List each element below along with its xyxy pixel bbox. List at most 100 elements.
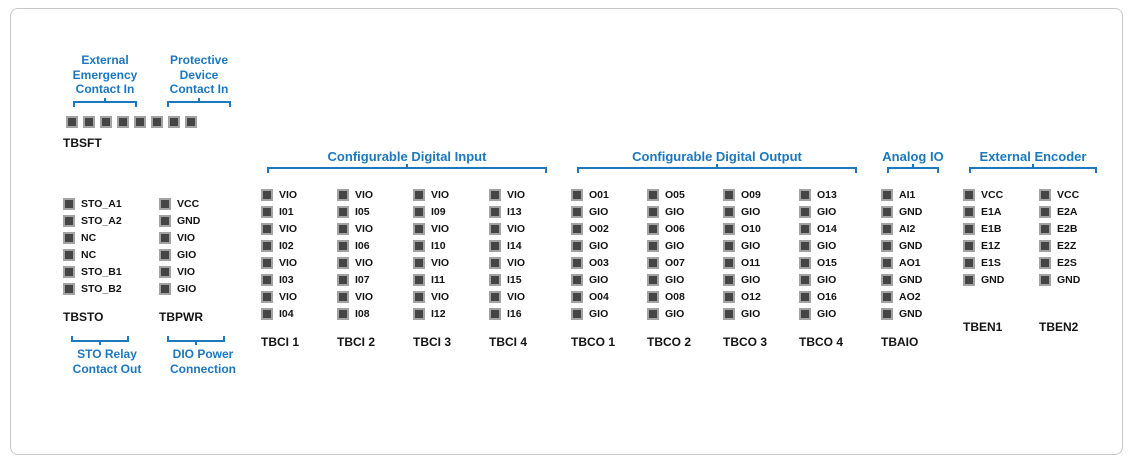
- pin-label: STO_A2: [81, 214, 122, 227]
- terminal-pin-icon: [413, 239, 425, 252]
- terminal-pin-icon: [723, 205, 735, 218]
- group-heading: Configurable Digital Input: [327, 149, 487, 164]
- pin-row: O16: [799, 288, 863, 305]
- terminal-pin-icon: [881, 307, 893, 320]
- terminal-pin-icon: [159, 231, 171, 244]
- pin-label: O16: [817, 290, 837, 303]
- block-name: TBCI 1: [261, 335, 300, 349]
- block-name: TBPWR: [159, 310, 203, 324]
- terminal-pin-icon: [799, 256, 811, 269]
- pin-label: VIO: [507, 256, 526, 269]
- pin-label: O08: [665, 290, 685, 303]
- pin-label: E2B: [1057, 222, 1078, 235]
- block-name: TBEN1: [963, 320, 1003, 334]
- terminal-pin-icon: [723, 290, 735, 303]
- terminal-pin-icon: [63, 214, 75, 227]
- pin-row: VCC: [159, 195, 247, 212]
- pin-list: VIO I09 VIO I10 VIO I11 VIO I12: [413, 186, 477, 322]
- pin-row: GIO: [647, 203, 711, 220]
- pin-row: O03: [571, 254, 635, 271]
- pin-row: O09: [723, 186, 787, 203]
- pin-label: VIO: [279, 290, 298, 303]
- pin-row: E2B: [1039, 220, 1103, 237]
- pin-label: O03: [589, 256, 609, 269]
- pin-row: GIO: [571, 237, 635, 254]
- pin-row: VIO: [159, 263, 247, 280]
- pin-row: GIO: [159, 280, 247, 297]
- terminal-pin-icon: [571, 188, 583, 201]
- terminal-pin-icon: [723, 188, 735, 201]
- pin-label: O11: [741, 256, 761, 269]
- pin-label: O07: [665, 256, 685, 269]
- block-name: TBAIO: [881, 335, 919, 349]
- pin-label: GIO: [741, 307, 761, 320]
- terminal-pin-icon: [571, 273, 583, 286]
- terminal-pin-icon: [647, 256, 659, 269]
- terminal-block-tbco-1: O01 GIO O02 GIO O03 GIO O04 GIO TBCO 1: [571, 186, 635, 349]
- block-name: TBCO 4: [799, 335, 844, 349]
- terminal-pin-icon: [571, 290, 583, 303]
- bracket-icon: [887, 167, 939, 173]
- pin-row: STO_B2: [63, 280, 151, 297]
- terminal-pin-icon: [647, 273, 659, 286]
- terminal-block-tbci-4: VIO I13 VIO I14 VIO I15 VIO I16 TBCI 4: [489, 186, 553, 349]
- terminal-pin-icon: [489, 273, 501, 286]
- pin-label: STO_B1: [81, 265, 122, 278]
- block-name: TBSFT: [63, 135, 102, 150]
- pin-list: VCC GND VIO GIO VIO GIO: [159, 195, 247, 297]
- pin-row: GND: [881, 203, 945, 220]
- blocks-row: VCC E1A E1B E1Z E1S GND TBEN1 VCC E2A E2B E2Z E2S…: [963, 186, 1103, 334]
- pin-label: I06: [355, 239, 370, 252]
- pin-row: STO_B1: [63, 263, 151, 280]
- terminal-pin-icon: [489, 222, 501, 235]
- pin-row: I01: [261, 203, 325, 220]
- pin-list: VIO I05 VIO I06 VIO I07 VIO I08: [337, 186, 401, 322]
- pin-label: GIO: [589, 205, 609, 218]
- pin-row: O14: [799, 220, 863, 237]
- terminal-pin-icon: [413, 307, 425, 320]
- pin-label: VIO: [355, 188, 374, 201]
- pin-label: VCC: [1057, 188, 1080, 201]
- pin-label: E1A: [981, 205, 1002, 218]
- pin-label: VIO: [355, 290, 374, 303]
- pin-row: GIO: [799, 203, 863, 220]
- pin-row: GIO: [723, 305, 787, 322]
- terminal-pin-icon: [63, 248, 75, 261]
- sto-relay-label: STO Relay Contact Out: [72, 347, 142, 376]
- terminal-pin-icon: [168, 115, 180, 128]
- pin-label: VIO: [507, 188, 526, 201]
- pin-row: VIO: [489, 254, 553, 271]
- pin-row: E1A: [963, 203, 1027, 220]
- pin-label: VIO: [431, 188, 450, 201]
- pin-label: VIO: [177, 231, 196, 244]
- terminal-pin-icon: [799, 307, 811, 320]
- terminal-pin-icon: [571, 256, 583, 269]
- terminal-pin-icon: [799, 273, 811, 286]
- terminal-block-tbci-3: VIO I09 VIO I10 VIO I11 VIO I12 TBCI 3: [413, 186, 477, 349]
- terminal-pin-icon: [413, 222, 425, 235]
- terminal-pin-icon: [1039, 188, 1051, 201]
- tbsft-bracket-labels: External Emergency Contact In Protective…: [63, 53, 243, 107]
- pin-label: VIO: [355, 222, 374, 235]
- bracket-icon: [167, 336, 225, 342]
- pin-label: VIO: [279, 222, 298, 235]
- terminal-pin-icon: [647, 290, 659, 303]
- terminal-pin-icon: [647, 222, 659, 235]
- pin-row: VIO: [337, 220, 401, 237]
- pin-label: GND: [981, 273, 1005, 286]
- terminal-pin-icon: [159, 248, 171, 261]
- pin-list: O13 GIO O14 GIO O15 GIO O16 GIO: [799, 186, 863, 322]
- pin-label: I14: [507, 239, 522, 252]
- group-heading: Analog IO: [882, 149, 944, 164]
- terminal-pin-icon: [489, 239, 501, 252]
- terminal-pin-icon: [881, 205, 893, 218]
- pin-label: I13: [507, 205, 522, 218]
- terminal-pin-icon: [261, 239, 273, 252]
- block-name: TBCO 2: [647, 335, 692, 349]
- pin-row: GIO: [723, 271, 787, 288]
- terminal-pin-icon: [159, 214, 171, 227]
- terminal-pin-icon: [63, 265, 75, 278]
- pin-label: GND: [899, 239, 923, 252]
- terminal-pin-icon: [799, 188, 811, 201]
- pin-row: E1B: [963, 220, 1027, 237]
